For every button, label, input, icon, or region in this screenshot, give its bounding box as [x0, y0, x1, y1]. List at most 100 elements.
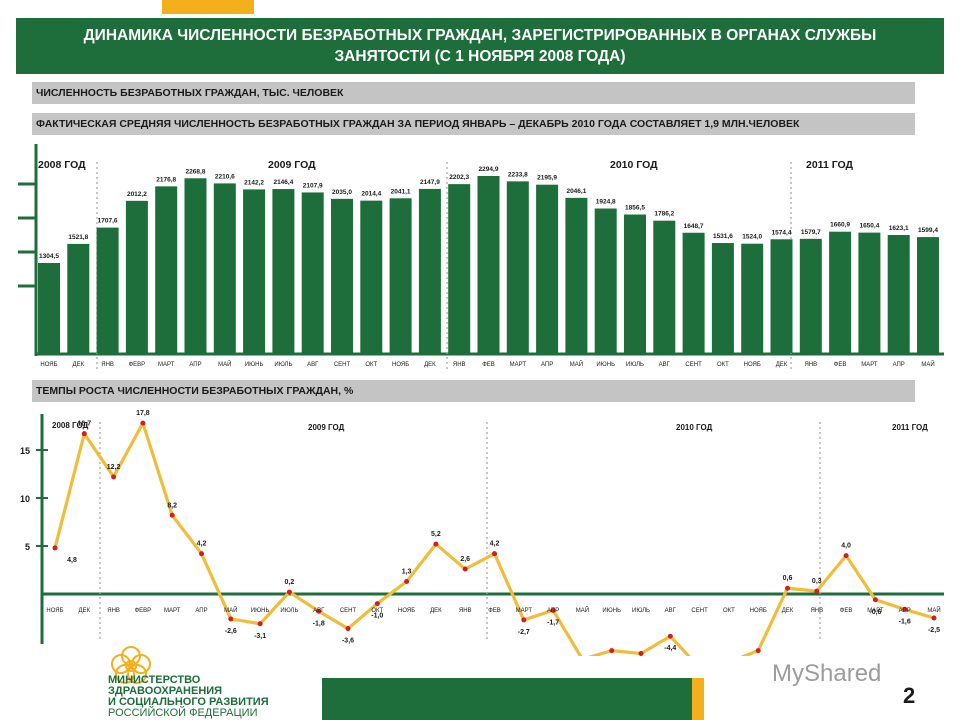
bar-value-label: 1660,9: [830, 222, 850, 229]
bar: [682, 232, 705, 353]
x-tick-label: ИЮЛЬ: [632, 608, 650, 614]
x-tick-label: ЯНВ: [804, 362, 817, 368]
x-tick-label: ОКТ: [365, 362, 377, 368]
bar-value-label: 1623,1: [889, 225, 909, 232]
x-tick-label: ИЮНЬ: [596, 362, 615, 368]
year-label: 2008 ГОД: [52, 421, 89, 430]
bar: [448, 184, 471, 353]
bar-value-label: 1304,5: [39, 253, 59, 260]
line-chart-section-title: ТЕМПЫ РОСТА ЧИСЛЕННОСТИ БЕЗРАБОТНЫХ ГРАЖ…: [32, 380, 915, 402]
data-point: [931, 615, 937, 621]
bar-value-label: 1574,4: [772, 229, 792, 236]
bar-value-label: 1786,2: [654, 211, 674, 218]
year-label: 2010 ГОД: [610, 159, 658, 171]
x-tick-label: МАЙ: [218, 360, 231, 368]
x-tick-label: СЕНТ: [334, 362, 351, 368]
data-point: [169, 512, 175, 518]
data-value-label: 0,3: [812, 578, 822, 585]
data-value-label: -3,1: [254, 633, 266, 640]
bar-value-label: 1648,7: [684, 223, 704, 230]
data-value-label: 2,6: [460, 556, 470, 563]
bar: [858, 232, 881, 353]
bar-value-label: 2294,9: [479, 166, 499, 173]
bar: [506, 181, 529, 353]
line-chart: 5 10 15 20 2008 ГОД 2009 ГОД 2010 ГОД 2011 ГОД 4…: [20, 406, 944, 656]
data-point: [433, 541, 439, 547]
data-point: [81, 431, 87, 437]
data-point: [52, 545, 58, 551]
bar: [360, 200, 383, 353]
y-tick-label: 10: [20, 494, 30, 504]
data-point: [755, 648, 761, 654]
x-tick-label: АПР: [189, 362, 201, 368]
bar: [477, 176, 500, 353]
x-tick-label: МАРТ: [516, 608, 533, 614]
x-tick-label: ОКТ: [717, 362, 729, 368]
bar-value-label: 1521,8: [68, 234, 88, 241]
x-tick-label: ЯНВ: [459, 608, 472, 614]
data-point: [111, 474, 117, 480]
bar: [243, 189, 266, 353]
x-tick-label: ФЕВ: [834, 362, 847, 368]
data-point: [785, 585, 790, 591]
x-tick-label: ИЮЛЬ: [280, 608, 298, 614]
bar: [213, 183, 236, 353]
bar: [653, 220, 676, 353]
x-tick-label: МАЙ: [570, 360, 583, 368]
x-tick-label: МАЙ: [921, 360, 934, 368]
y-tick-label: 20: [20, 406, 30, 408]
bar: [184, 178, 207, 353]
data-value-label: -1,0: [371, 613, 383, 620]
x-tick-label: ДЕК: [430, 608, 442, 614]
year-label: 2010 ГОД: [676, 423, 713, 432]
x-tick-label: ОКТ: [723, 608, 735, 614]
data-point: [228, 616, 234, 622]
data-value-label: 4,0: [841, 543, 851, 550]
x-tick-label: СЕНТ: [340, 608, 357, 614]
year-label: 2009 ГОД: [268, 159, 316, 171]
page-title: ДИНАМИКА ЧИСЛЕННОСТИ БЕЗРАБОТНЫХ ГРАЖДАН…: [16, 18, 944, 74]
data-point: [199, 551, 204, 557]
x-tick-label: АПР: [893, 362, 905, 368]
x-tick-label: ИЮНЬ: [602, 608, 621, 614]
data-value-label: -0,6: [869, 609, 881, 616]
bar-value-label: 1924,8: [596, 199, 616, 206]
x-tick-label: НОЯБ: [750, 608, 767, 614]
data-value-label: 12,2: [107, 464, 121, 471]
x-tick-label: ИЮНЬ: [251, 608, 270, 614]
data-value-label: 16,7: [77, 421, 91, 428]
bar-value-label: 2202,3: [449, 174, 469, 181]
bar: [301, 192, 324, 353]
data-point: [492, 551, 497, 557]
x-tick-label: СЕНТ: [685, 362, 702, 368]
bar: [96, 227, 119, 353]
x-tick-label: ЯНВ: [810, 608, 823, 614]
bar-value-label: 1524,0: [742, 234, 762, 241]
year-label: 2008 ГОД: [38, 159, 86, 171]
bar: [799, 238, 822, 353]
bar-value-label: 2147,9: [420, 179, 440, 186]
bar-value-label: 2035,0: [332, 189, 352, 196]
page-number: 2: [903, 683, 916, 708]
data-point: [814, 588, 820, 594]
x-tick-label: МАРТ: [510, 362, 527, 368]
data-value-label: -2,6: [225, 628, 237, 635]
data-value-label: 0,6: [783, 575, 793, 582]
x-tick-label: НОЯБ: [392, 362, 409, 368]
x-tick-label: ЯНВ: [107, 608, 120, 614]
x-tick-label: АПР: [899, 608, 911, 614]
title-line-1: ДИНАМИКА ЧИСЛЕННОСТИ БЕЗРАБОТНЫХ ГРАЖДАН…: [83, 27, 877, 44]
x-tick-label: ДЕК: [79, 608, 91, 614]
bar: [829, 231, 852, 353]
bar-value-label: 2046,1: [566, 188, 586, 195]
data-value-label: -3,6: [342, 638, 354, 645]
title-line-2: ЗАНЯТОСТИ (С 1 НОЯБРЯ 2008 ГОДА): [334, 48, 626, 65]
data-point: [521, 617, 527, 623]
data-point: [286, 589, 292, 595]
x-tick-label: МАЙ: [224, 606, 237, 614]
y-tick-label: 15: [20, 446, 30, 456]
data-value-label: 8,2: [167, 502, 177, 509]
bar: [594, 208, 617, 353]
x-tick-label: АВГ: [313, 608, 325, 614]
data-value-label: -4,4: [664, 645, 676, 652]
